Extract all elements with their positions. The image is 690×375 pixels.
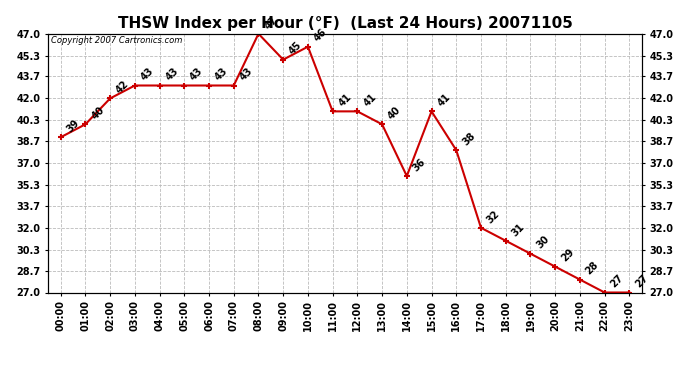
Text: 42: 42	[115, 79, 131, 96]
Text: 27: 27	[609, 273, 625, 290]
Text: 27: 27	[633, 273, 650, 290]
Text: 36: 36	[411, 157, 428, 173]
Text: 29: 29	[560, 247, 576, 264]
Text: 41: 41	[435, 92, 453, 109]
Text: 41: 41	[362, 92, 378, 109]
Text: 39: 39	[65, 118, 81, 135]
Text: 38: 38	[460, 131, 477, 147]
Text: 40: 40	[90, 105, 106, 122]
Text: 47: 47	[263, 14, 279, 31]
Text: 40: 40	[386, 105, 403, 122]
Text: 45: 45	[287, 40, 304, 57]
Text: 43: 43	[238, 66, 255, 83]
Text: 43: 43	[213, 66, 230, 83]
Text: 43: 43	[139, 66, 156, 83]
Text: 43: 43	[188, 66, 205, 83]
Title: THSW Index per Hour (°F)  (Last 24 Hours) 20071105: THSW Index per Hour (°F) (Last 24 Hours)…	[117, 16, 573, 31]
Text: 32: 32	[485, 209, 502, 225]
Text: 30: 30	[535, 234, 551, 251]
Text: 43: 43	[164, 66, 180, 83]
Text: 46: 46	[312, 27, 328, 44]
Text: 31: 31	[510, 221, 526, 238]
Text: 28: 28	[584, 260, 601, 277]
Text: 41: 41	[337, 92, 353, 109]
Text: Copyright 2007 Cartronics.com: Copyright 2007 Cartronics.com	[51, 36, 183, 45]
